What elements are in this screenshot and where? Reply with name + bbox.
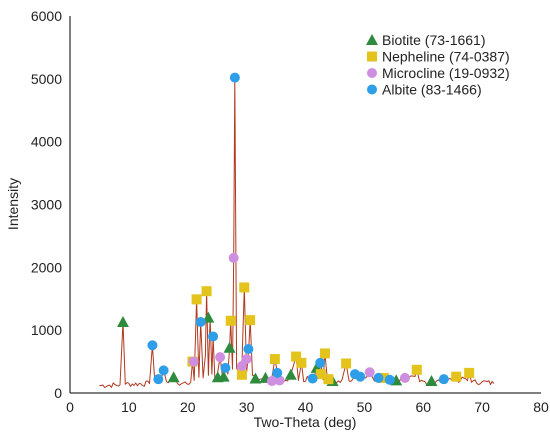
axes	[69, 16, 541, 394]
data-point-marker	[315, 369, 326, 380]
data-point-marker	[266, 376, 277, 387]
x-axis-title: Two-Theta (deg)	[254, 414, 357, 430]
data-point-marker	[241, 354, 252, 365]
y-tick-labels: 0 1000 2000 3000 4000 5000 6000	[31, 8, 62, 401]
data-point-marker	[296, 357, 307, 368]
x-tick-label: 20	[180, 399, 196, 415]
data-point-marker	[291, 351, 302, 362]
data-point-marker	[215, 352, 226, 363]
x-tick-labels: 0 10 20 30 40 50 60 70 80	[66, 399, 549, 415]
legend-label: Nepheline (74-0387)	[382, 49, 510, 65]
data-point-marker	[411, 364, 422, 375]
x-tick-label: 50	[357, 399, 373, 415]
data-point-marker	[116, 315, 129, 327]
data-point-marker	[274, 375, 285, 386]
legend-label: Microcline (19-0932)	[382, 65, 510, 81]
x-tick-label: 80	[533, 399, 549, 415]
data-point-marker	[464, 367, 475, 378]
data-point-marker	[147, 340, 158, 351]
x-tick-label: 70	[474, 399, 490, 415]
series-2-markers	[188, 252, 410, 387]
data-point-marker	[378, 372, 389, 383]
data-point-marker	[208, 331, 219, 342]
data-point-marker	[425, 375, 438, 387]
y-tick-label: 6000	[31, 8, 62, 24]
legend-marker	[367, 51, 377, 62]
data-point-marker	[307, 373, 318, 384]
series-3-markers	[147, 72, 449, 385]
data-point-marker	[217, 370, 230, 382]
legend-marker	[367, 84, 377, 95]
data-point-marker	[239, 282, 250, 293]
data-point-marker	[220, 362, 231, 373]
legend-label: Biotite (73-1661)	[382, 32, 486, 48]
y-tick-label: 1000	[31, 322, 62, 338]
data-point-marker	[229, 72, 240, 83]
data-point-marker	[195, 316, 206, 327]
data-point-marker	[269, 354, 280, 365]
legend-label: Albite (83-1466)	[382, 82, 482, 98]
data-point-marker	[249, 372, 262, 384]
y-tick-label: 4000	[31, 134, 62, 150]
y-tick-label: 2000	[31, 259, 62, 275]
data-point-marker	[399, 372, 410, 383]
legend: Biotite (73-1661)Nepheline (74-0387)Micr…	[366, 32, 510, 98]
data-point-marker	[373, 372, 384, 383]
y-tick-label: 3000	[31, 197, 62, 213]
x-tick-label: 40	[298, 399, 314, 415]
data-point-marker	[319, 348, 330, 359]
data-point-marker	[188, 356, 199, 367]
series-1-markers	[187, 282, 475, 385]
data-point-marker	[284, 368, 297, 380]
y-axis-title: Intensity	[5, 178, 21, 230]
data-point-marker	[236, 369, 247, 380]
data-point-marker	[167, 371, 180, 383]
data-point-marker	[191, 294, 202, 305]
data-point-marker	[243, 344, 254, 355]
data-point-marker	[384, 374, 395, 385]
data-point-marker	[355, 371, 366, 382]
data-point-marker	[202, 311, 215, 323]
data-point-marker	[225, 315, 236, 326]
data-point-marker	[153, 374, 164, 385]
phase-markers	[116, 72, 475, 387]
data-point-marker	[223, 341, 236, 353]
data-point-marker	[451, 371, 462, 382]
data-point-marker	[245, 315, 256, 326]
x-tick-label: 30	[239, 399, 255, 415]
data-point-marker	[272, 367, 283, 378]
data-point-marker	[341, 358, 352, 369]
legend-marker	[367, 68, 377, 78]
legend-marker	[366, 34, 378, 45]
y-tick-label: 0	[54, 385, 62, 401]
x-tick-label: 0	[66, 399, 74, 415]
y-tick-label: 5000	[31, 71, 62, 87]
data-point-marker	[315, 357, 326, 368]
data-point-marker	[438, 374, 449, 385]
data-point-marker	[228, 252, 239, 263]
x-tick-label: 60	[415, 399, 431, 415]
x-tick-label: 10	[121, 399, 137, 415]
data-point-marker	[364, 367, 375, 378]
data-point-marker	[323, 374, 334, 385]
data-point-marker	[201, 286, 212, 297]
data-point-marker	[158, 365, 169, 376]
